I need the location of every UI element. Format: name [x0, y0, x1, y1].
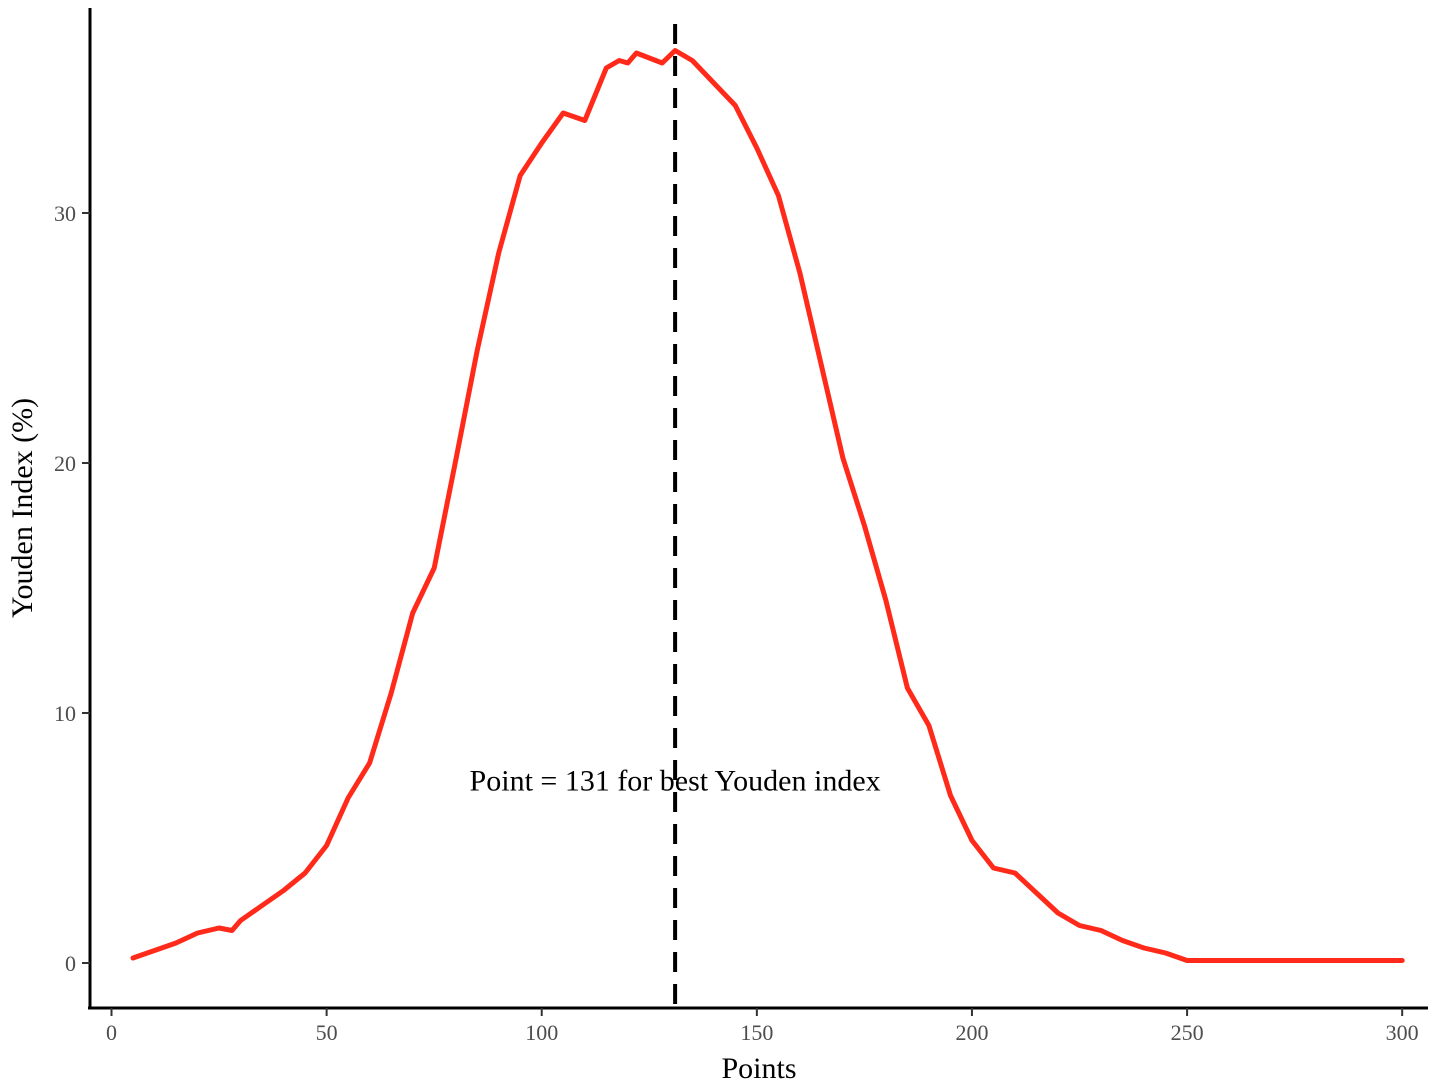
x-tick-label: 250	[1171, 1020, 1204, 1045]
x-tick-label: 100	[525, 1020, 558, 1045]
best-point-annotation: Point = 131 for best Youden index	[470, 765, 881, 798]
youden-index-line	[130, 48, 1405, 963]
x-tick-label: 300	[1386, 1020, 1419, 1045]
x-tick-label: 50	[316, 1020, 338, 1045]
y-tick-label: 0	[65, 951, 76, 976]
x-tick-label: 0	[106, 1020, 117, 1045]
y-tick-label: 20	[54, 451, 76, 476]
axes	[88, 8, 1428, 1010]
x-axis-title: Points	[721, 1052, 796, 1085]
x-ticks: 0 50 100 150 200 250 300	[106, 1008, 1419, 1045]
y-tick-label: 30	[54, 201, 76, 226]
y-axis-title: Youden Index (%)	[6, 398, 39, 618]
y-tick-label: 10	[54, 701, 76, 726]
x-tick-label: 150	[740, 1020, 773, 1045]
y-ticks: 0 10 20 30	[54, 201, 90, 976]
x-tick-label: 200	[955, 1020, 988, 1045]
